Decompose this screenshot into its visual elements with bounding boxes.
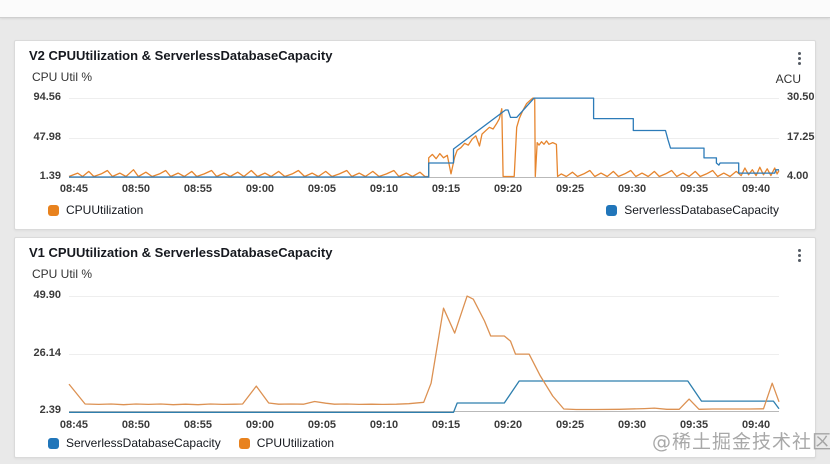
chart-title: V2 CPUUtilization & ServerlessDatabaseCa… (29, 48, 333, 63)
x-tick-label: 08:50 (121, 419, 151, 431)
chart-options-button[interactable] (788, 46, 810, 70)
x-tick-label: 08:45 (59, 183, 89, 195)
legend-marker-icon (606, 204, 618, 216)
legend-item-ServerlessDatabaseCapacity[interactable]: ServerlessDatabaseCapacity (606, 203, 779, 217)
chart-plot-area[interactable]: 94.56 47.98 1.39 30.50 17.25 4.00 08:45 08:50 08… (33, 91, 814, 195)
chart-plot-svg (68, 97, 780, 178)
left-axis-unit-label: CPU Util % (32, 267, 93, 281)
x-tick-label: 09:15 (431, 183, 461, 195)
x-tick-label: 09:40 (741, 183, 771, 195)
top-divider-strip (0, 0, 830, 18)
series-line-ServerlessDatabaseCapacity (69, 97, 779, 178)
chart-panel-v2: V2 CPUUtilization & ServerlessDatabaseCa… (14, 40, 816, 230)
x-tick-label: 09:35 (679, 419, 709, 431)
chart-panel-v1: V1 CPUUtilization & ServerlessDatabaseCa… (14, 237, 816, 458)
x-tick-label: 09:40 (741, 419, 771, 431)
x-axis-line (69, 411, 779, 412)
x-tick-label: 09:25 (555, 419, 585, 431)
x-tick-label: 08:55 (183, 183, 213, 195)
x-tick-label: 09:30 (617, 419, 647, 431)
x-tick-label: 09:20 (493, 183, 523, 195)
chart-legend: ServerlessDatabaseCapacity CPUUtilization (48, 436, 779, 450)
y-tick-label: 26.14 (33, 347, 61, 359)
chart-plot-area[interactable]: 49.90 26.14 2.39 08:45 08:50 08:55 09:00 09:05 0… (33, 289, 780, 431)
x-tick-label: 08:50 (121, 183, 151, 195)
gridline (69, 138, 779, 139)
x-tick-label: 09:05 (307, 419, 337, 431)
legend-item-label: CPUUtilization (256, 436, 335, 450)
legend-item-CPUUtilization[interactable]: CPUUtilization (238, 436, 335, 450)
kebab-menu-icon (797, 248, 801, 252)
gridline (69, 354, 779, 355)
legend-item-label: ServerlessDatabaseCapacity (624, 203, 779, 217)
chart-options-button[interactable] (788, 243, 810, 267)
gridline (69, 98, 779, 99)
x-tick-label: 09:15 (431, 419, 461, 431)
y-tick-label: 49.90 (33, 289, 61, 301)
y-tick-label: 94.56 (33, 91, 61, 103)
y-tick-label-right: 30.50 (787, 91, 815, 103)
x-tick-label: 09:05 (307, 183, 337, 195)
y-tick-label: 2.39 (39, 404, 61, 416)
chart-title: V1 CPUUtilization & ServerlessDatabaseCa… (29, 245, 333, 260)
y-tick-label: 1.39 (39, 170, 61, 182)
x-tick-label: 09:00 (245, 183, 275, 195)
left-axis-unit-label: CPU Util % (32, 70, 93, 84)
legend-item-CPUUtilization[interactable]: CPUUtilization (48, 203, 143, 217)
x-tick-label: 09:35 (679, 183, 709, 195)
y-tick-label-right: 4.00 (787, 170, 809, 182)
x-tick-label: 08:55 (183, 419, 213, 431)
kebab-menu-icon (797, 51, 801, 55)
y-tick-label: 47.98 (33, 131, 61, 143)
x-tick-label: 09:10 (369, 183, 399, 195)
chart-plot-svg (68, 295, 780, 414)
series-line-CPUUtilization (68, 295, 780, 411)
x-tick-label: 09:10 (369, 419, 399, 431)
series-line-ServerlessDatabaseCapacity (69, 380, 780, 414)
legend-item-label: ServerlessDatabaseCapacity (66, 436, 221, 450)
legend-item-ServerlessDatabaseCapacity[interactable]: ServerlessDatabaseCapacity (48, 436, 221, 450)
x-tick-label: 09:30 (617, 183, 647, 195)
x-tick-label: 09:00 (245, 419, 275, 431)
legend-item-label: CPUUtilization (66, 203, 144, 217)
legend-marker-icon (48, 437, 59, 449)
x-tick-label: 09:20 (493, 419, 523, 431)
chart-legend: CPUUtilization ServerlessDatabaseCapacity (48, 203, 779, 217)
x-tick-label: 08:45 (59, 419, 89, 431)
x-tick-label: 09:25 (555, 183, 585, 195)
series-line-CPUUtilization (68, 97, 780, 178)
gridline (69, 296, 779, 297)
legend-marker-icon (238, 437, 250, 449)
right-axis-unit-label: ACU (775, 72, 801, 86)
y-tick-label-right: 17.25 (787, 131, 815, 143)
legend-marker-icon (48, 204, 59, 216)
